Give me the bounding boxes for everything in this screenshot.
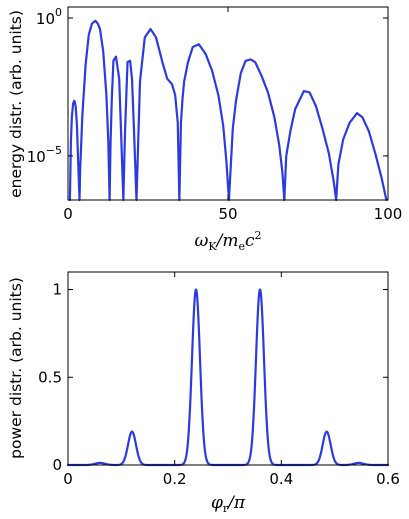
power-x-tick-label: 0.2	[163, 470, 187, 488]
power-x-tick-label: 0.4	[269, 470, 293, 488]
power-y-tick-label: 1	[52, 281, 62, 299]
power-plot-frame	[67, 271, 389, 466]
energy-x-tick-label: 0	[63, 205, 73, 223]
energy-x-ticks: 0 50 100	[63, 7, 402, 223]
energy-x-tick-label: 50	[218, 205, 237, 223]
energy-distribution-panel: 0 50 100 100 10−5 energy distr. (arb. units…	[7, 6, 402, 253]
power-y-tick-label: 0	[52, 456, 62, 474]
power-x-ticks: 0 0.2 0.4 0.6	[63, 272, 400, 488]
power-distribution-curve-group	[66, 288, 390, 467]
power-distribution-panel: 0 0.2 0.4 0.6 00.51 power distr. (arb. unit…	[7, 271, 400, 515]
power-x-axis-label: φr/π	[211, 493, 246, 515]
energy-x-axis-label: ωK/mec2	[195, 229, 262, 253]
power-y-axis-label: power distr. (arb. units)	[7, 277, 25, 459]
power-x-tick-label: 0	[63, 470, 73, 488]
energy-y-ticks: 100 10−5	[27, 6, 388, 166]
energy-x-tick-label: 100	[374, 205, 403, 223]
energy-distribution-curve-group	[68, 19, 388, 202]
power-series-line	[66, 288, 390, 467]
power-y-tick-label: 0.5	[38, 368, 62, 386]
energy-series-line	[68, 19, 388, 202]
energy-y-tick-label: 10−5	[27, 144, 62, 166]
power-y-ticks: 00.51	[38, 281, 388, 474]
power-x-tick-label: 0.6	[376, 470, 400, 488]
energy-y-axis-label: energy distr. (arb. units)	[7, 10, 25, 198]
energy-y-tick-label: 100	[36, 6, 62, 28]
